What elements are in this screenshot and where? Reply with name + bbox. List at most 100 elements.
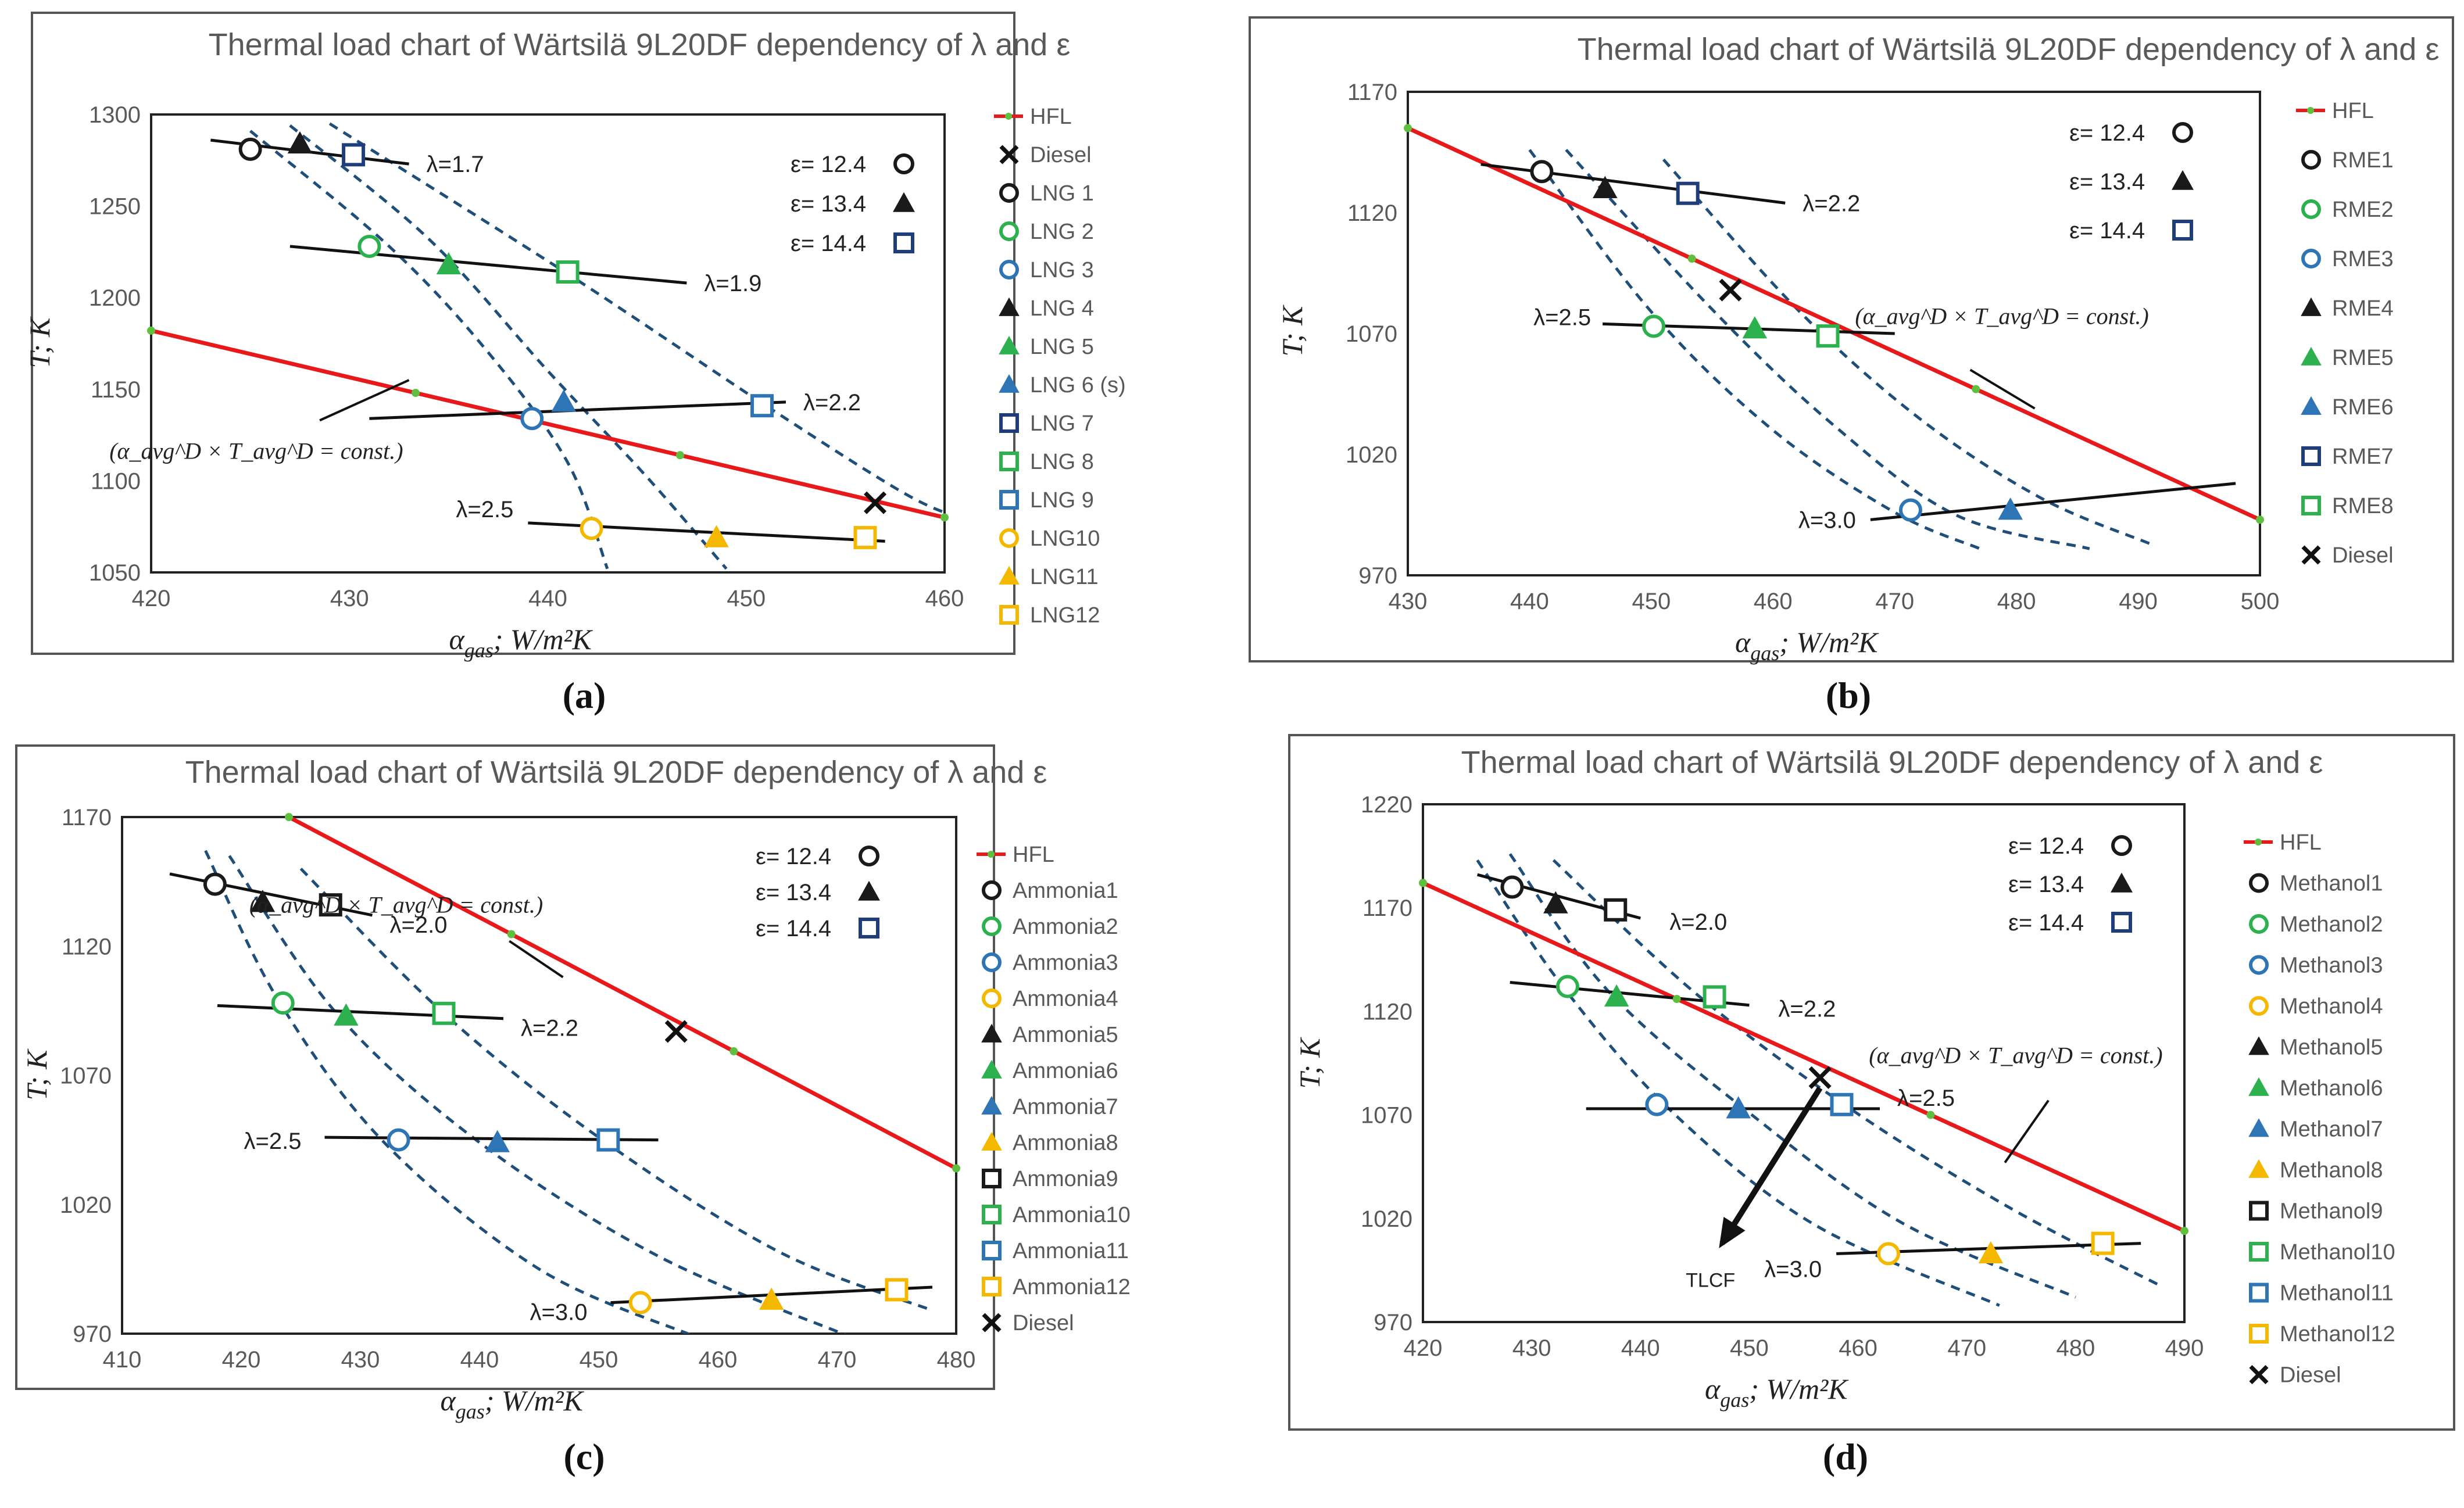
data-point-ammonia2: [271, 991, 295, 1015]
legend-marker: [2249, 914, 2269, 934]
hfl-point: [1972, 385, 1980, 393]
legend-label: Ammonia6: [1013, 1059, 1118, 1083]
epsilon-curve: [289, 124, 728, 570]
epsilon-legend-label: ε= 12.4: [2008, 833, 2084, 859]
data-point-methanol12: [2091, 1231, 2115, 1255]
legend-marker: [999, 260, 1019, 280]
data-point-ammonia9: [319, 893, 342, 917]
legend-label: Diesel: [1013, 1311, 1074, 1335]
epsilon-curve: [204, 850, 692, 1334]
legend-hfl-dot: [2255, 839, 2262, 846]
plot-area: [150, 113, 946, 574]
data-point-methanol8: [1978, 1241, 2004, 1264]
legend-marker: [2301, 396, 2322, 415]
legend-entry: Methanol8: [2248, 1158, 2383, 1183]
epsilon-curve: [328, 122, 945, 514]
y-tick-label: 1170: [62, 805, 112, 830]
data-point-methanol10: [1703, 985, 1726, 1009]
epsilon-legend-label: ε= 12.4: [791, 152, 866, 177]
epsilon-curve: [1662, 158, 2151, 546]
legend-entry: RME4: [2301, 296, 2394, 321]
legend-label: LNG 6 (s): [1030, 373, 1126, 397]
epsilon-curve: [1476, 859, 2000, 1307]
lambda-label: λ=2.2: [521, 1016, 578, 1041]
legend-label: Ammonia11: [1013, 1239, 1129, 1263]
x-tick-label: 450: [727, 586, 766, 611]
lambda-line: [217, 1004, 504, 1020]
legend-marker: [981, 1095, 1002, 1115]
x-tick-label: 410: [103, 1347, 142, 1373]
x-tick-label: 460: [1754, 589, 1793, 614]
panel-caption: (a): [563, 675, 606, 716]
data-point-ammonia4: [628, 1291, 652, 1314]
epsilon-legend-label: ε= 13.4: [756, 880, 831, 905]
hfl-annotation-leader: [509, 940, 564, 979]
legend-marker: [2249, 1242, 2269, 1262]
data-point-lng-7: [342, 143, 366, 167]
legend-entry: LNG 8: [999, 450, 1094, 474]
epsilon-legend-label: ε= 12.4: [2069, 120, 2145, 146]
epsilon-legend-label: ε= 12.4: [756, 844, 831, 869]
hfl-point: [412, 389, 420, 397]
epsilon-legend-label: ε= 13.4: [791, 191, 866, 217]
legend-entry: RME3: [2301, 247, 2394, 271]
legend-entry: Ammonia12: [982, 1275, 1131, 1299]
x-axis-title: αgas; W/m²K: [1735, 626, 1879, 665]
legend-label: HFL: [2280, 830, 2322, 855]
hfl-line: [288, 817, 956, 1170]
legend-label: LNG 2: [1030, 220, 1094, 244]
legend-entry: LNG12: [999, 603, 1100, 628]
legend-marker: [2249, 1201, 2269, 1221]
legend-label: Methanol7: [2280, 1117, 2383, 1142]
data-point-ammonia1: [203, 872, 227, 896]
hfl-point: [2256, 515, 2264, 524]
epsilon-legend-label: ε= 14.4: [2008, 910, 2084, 936]
data-point-methanol4: [1876, 1242, 1900, 1266]
x-tick-label: 450: [1632, 589, 1671, 614]
legend-hfl-dot: [2307, 107, 2314, 114]
data-point-methanol1: [1500, 875, 1524, 899]
y-tick-label: 1220: [1361, 792, 1412, 818]
x-axis-title: αgas; W/m²K: [1705, 1373, 1849, 1412]
data-point-ammonia12: [885, 1278, 909, 1302]
legend-entry: Methanol11: [2249, 1281, 2394, 1306]
epsilon-legend-label: ε= 14.4: [791, 231, 866, 256]
lambda-label: λ=3.0: [1764, 1256, 1822, 1282]
tlcf-label: TLCF: [1686, 1270, 1735, 1292]
legend-entry: LNG 7: [999, 411, 1094, 436]
x-tick-label: 430: [341, 1347, 380, 1373]
x-tick-label: 470: [818, 1347, 857, 1373]
y-tick-label: 1020: [1346, 442, 1397, 468]
y-tick-label: 1120: [62, 934, 112, 959]
legend-entry: RME7: [2301, 445, 2394, 469]
data-point-lng10: [580, 517, 603, 540]
legend-label: Methanol4: [2280, 994, 2383, 1019]
legend-label: RME3: [2332, 247, 2394, 271]
legend-marker: [999, 490, 1019, 510]
legend-label: Diesel: [1030, 143, 1092, 167]
hfl-annotation: (α_avg^D × T_avg^D = const.): [109, 438, 403, 464]
legend-marker: [2249, 1324, 2269, 1344]
chart-panel-b: Thermal load chart of Wärtsilä 9L20DF de…: [1249, 16, 2454, 665]
legend-marker: [2248, 1077, 2269, 1096]
legend-marker: [2249, 873, 2269, 893]
hfl-annotation: (α_avg^D × T_avg^D = const.): [1869, 1043, 2162, 1069]
legend-marker: [2301, 150, 2321, 170]
legend-label: HFL: [1030, 105, 1072, 129]
legend-marker: [999, 145, 1019, 164]
legend-marker: [982, 1205, 1002, 1224]
legend-marker: [2301, 545, 2321, 565]
legend-label: Ammonia4: [1013, 987, 1118, 1011]
chart-panel-a: Thermal load chart of Wärtsilä 9L20DF de…: [23, 12, 1126, 662]
data-point-diesel: [1808, 1066, 1832, 1089]
hfl-point: [285, 813, 293, 821]
legend-label: Ammonia3: [1013, 951, 1118, 975]
legend-label: Ammonia10: [1013, 1203, 1131, 1227]
hfl-annotation-leader: [1969, 368, 2036, 410]
hfl-point: [1926, 1111, 1935, 1119]
lambda-label: λ=2.5: [1533, 305, 1591, 330]
legend-hfl-dot: [988, 851, 995, 858]
legend-entry: Diesel: [999, 143, 1092, 167]
lambda-label: λ=2.5: [244, 1129, 302, 1154]
